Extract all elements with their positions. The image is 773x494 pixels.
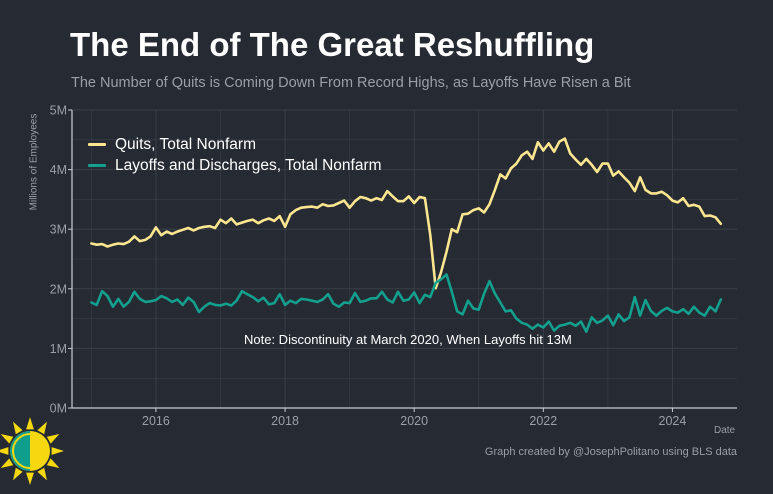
sun-ray bbox=[51, 447, 64, 455]
y-axis-label: Millions of Employees bbox=[28, 113, 40, 211]
legend-item-layoffs: Layoffs and Discharges, Total Nonfarm bbox=[88, 155, 382, 176]
sun-ray bbox=[0, 447, 9, 455]
x-tick-label: 2022 bbox=[529, 414, 557, 428]
chart-title: The End of The Great Reshuffling bbox=[70, 26, 595, 63]
chart-legend: Quits, Total Nonfarm Layoffs and Dischar… bbox=[88, 134, 382, 176]
legend-label-layoffs: Layoffs and Discharges, Total Nonfarm bbox=[115, 156, 382, 174]
sun-logo-icon bbox=[0, 417, 64, 485]
x-tick-label: 2024 bbox=[659, 414, 687, 428]
sun-ray bbox=[37, 421, 47, 435]
sun-ray bbox=[0, 434, 14, 444]
sun-ray bbox=[13, 421, 23, 435]
credit-text: Graph created by @JosephPolitano using B… bbox=[484, 446, 737, 458]
tick-labels: 0M 1M 2M 3M 4M 5M 2016 2018 2020 2022 2024 bbox=[50, 104, 687, 429]
legend-label-quits: Quits, Total Nonfarm bbox=[115, 135, 256, 153]
sun-ray bbox=[26, 472, 34, 485]
sun-ray bbox=[46, 458, 60, 468]
axes bbox=[68, 109, 737, 412]
y-tick-label: 1M bbox=[50, 342, 67, 356]
legend-swatch-layoffs bbox=[88, 164, 106, 167]
x-axis-label: Date bbox=[714, 425, 736, 436]
x-tick-label: 2016 bbox=[142, 414, 170, 428]
sun-ray bbox=[13, 467, 23, 481]
series-line-layoffs bbox=[90, 273, 723, 334]
sun-ray bbox=[37, 467, 47, 481]
chart-note: Note: Discontinuity at March 2020, When … bbox=[244, 332, 572, 347]
series-line-quits bbox=[90, 137, 723, 290]
x-tick-label: 2020 bbox=[400, 414, 428, 428]
x-tick-label: 2018 bbox=[271, 414, 299, 428]
legend-item-quits: Quits, Total Nonfarm bbox=[88, 134, 382, 155]
chart-subtitle: The Number of Quits is Coming Down From … bbox=[71, 75, 631, 91]
series-lines bbox=[90, 137, 723, 334]
y-tick-label: 2M bbox=[50, 282, 67, 296]
sun-ray bbox=[46, 434, 60, 444]
y-tick-label: 0M bbox=[50, 402, 67, 416]
y-tick-label: 3M bbox=[50, 223, 67, 237]
sun-ray bbox=[0, 458, 14, 468]
y-tick-label: 5M bbox=[50, 104, 67, 118]
legend-swatch-quits bbox=[88, 143, 106, 146]
y-tick-label: 4M bbox=[50, 163, 67, 177]
sun-ray bbox=[26, 417, 34, 430]
grid-lines bbox=[72, 109, 737, 409]
